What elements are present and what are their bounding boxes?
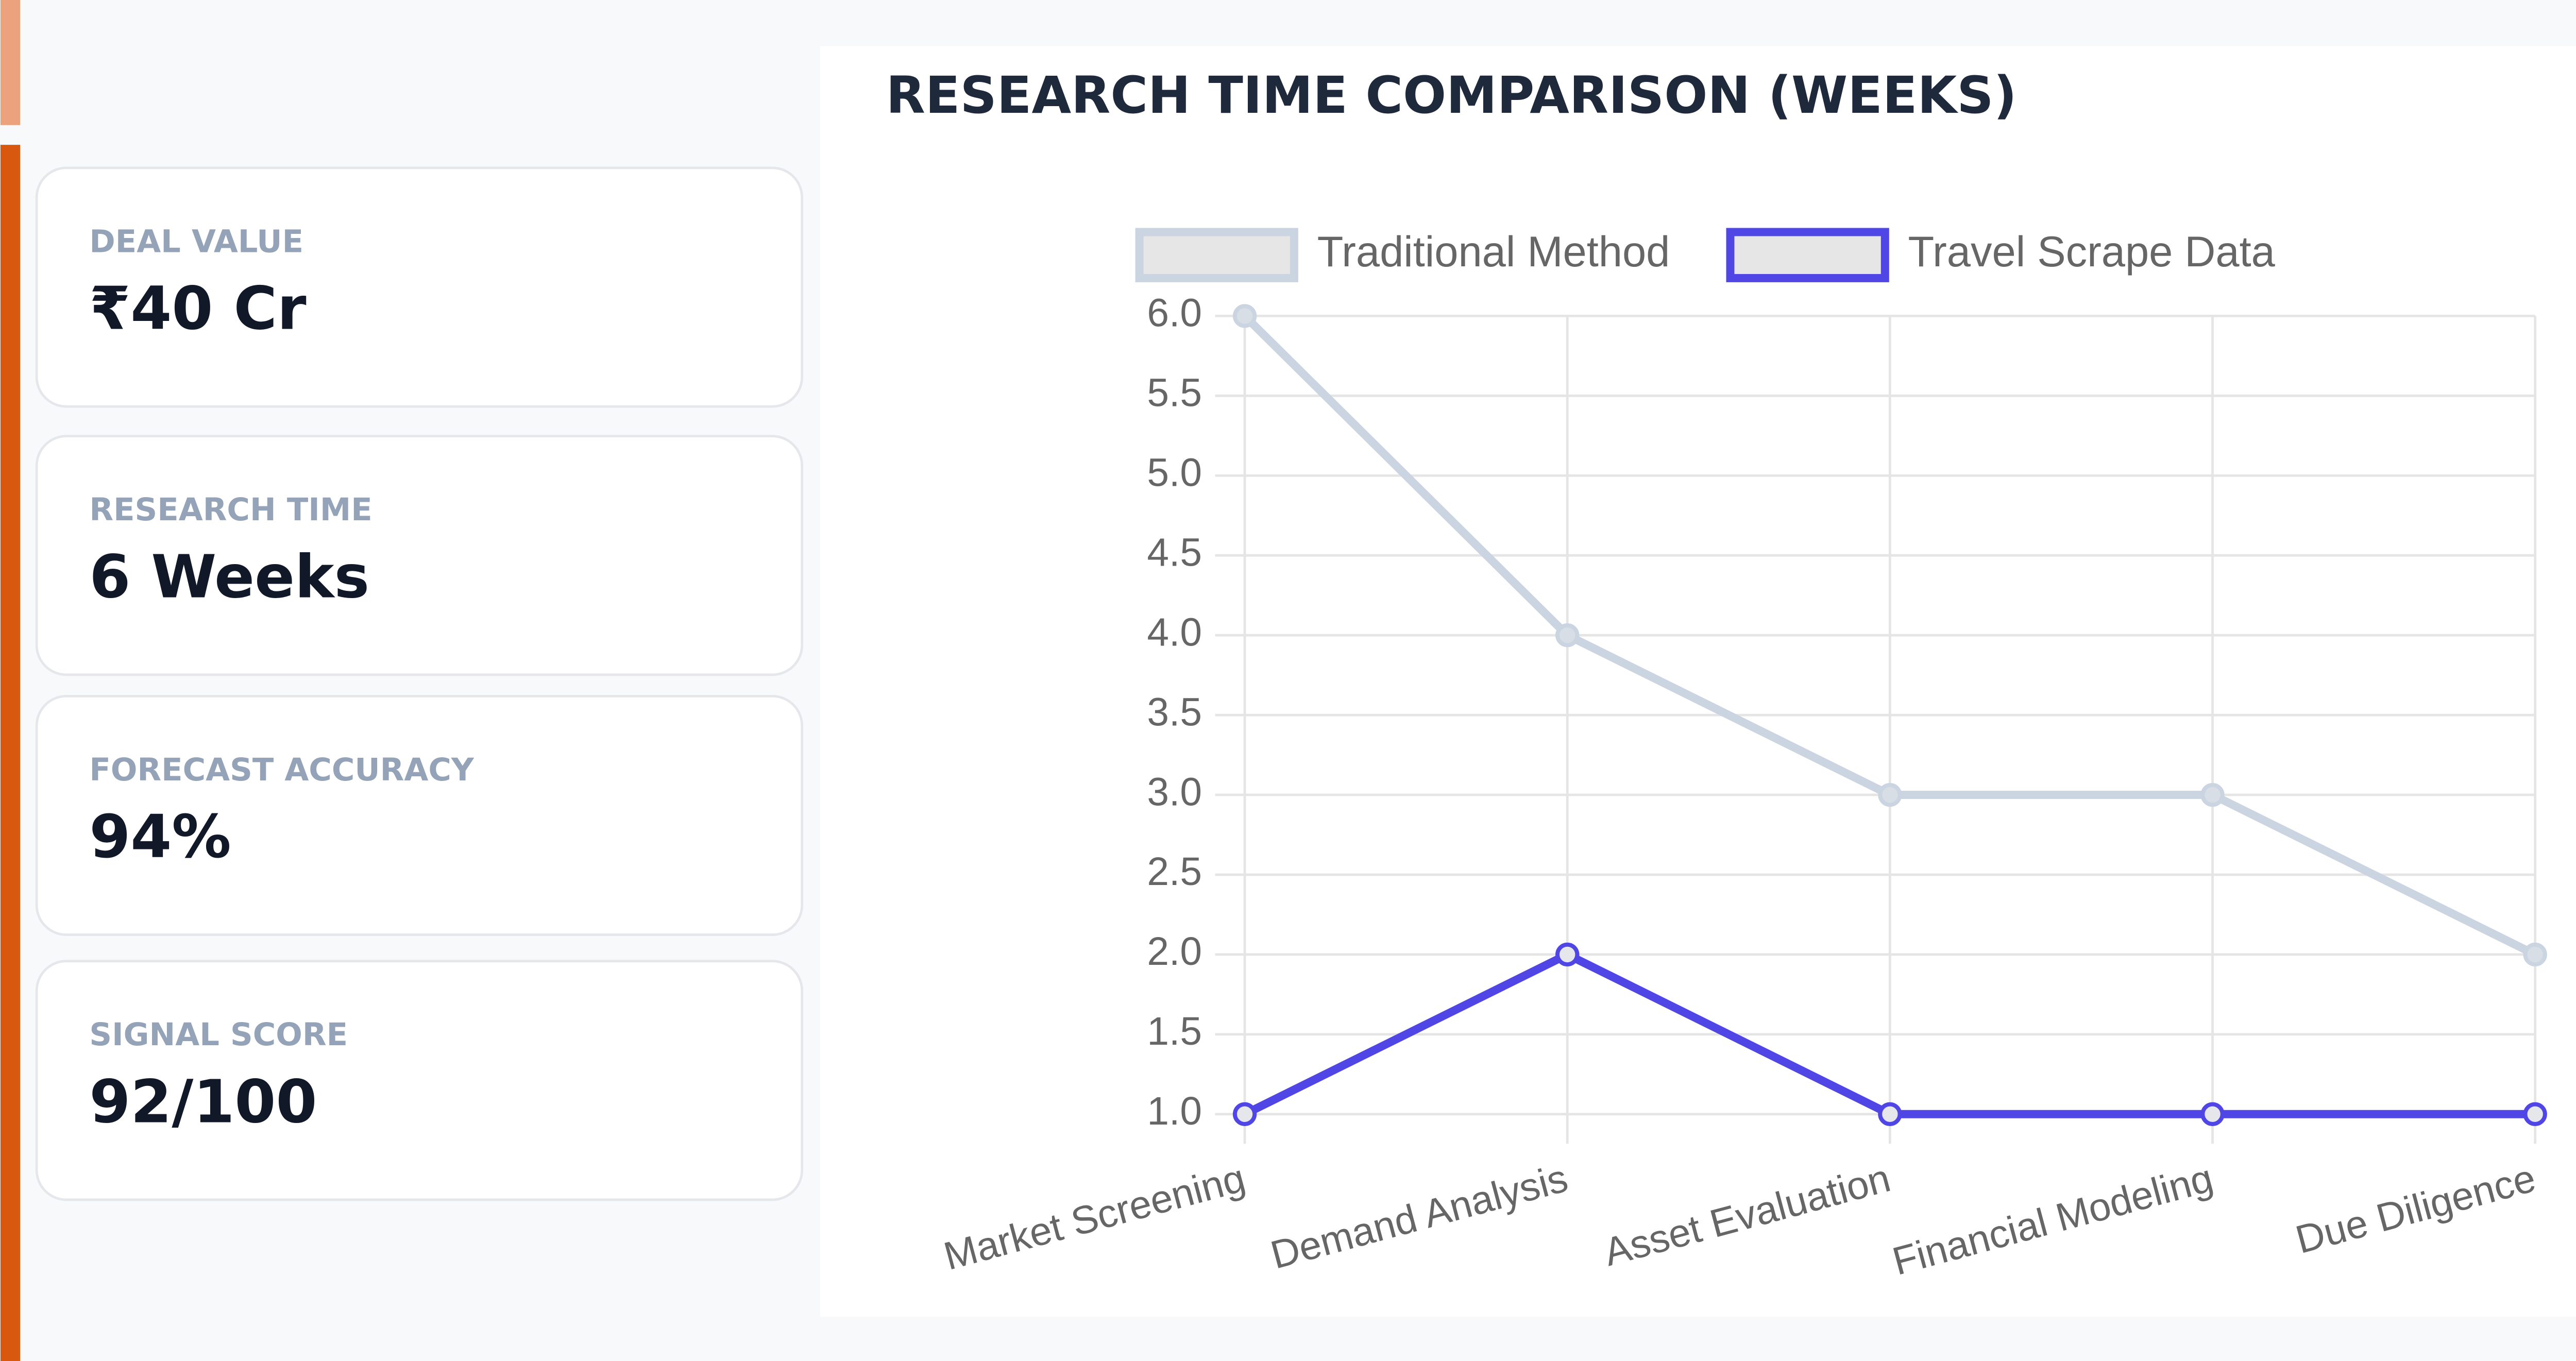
y-tick-label: 4.5 <box>1147 531 1202 574</box>
stat-label: SIGNAL SCORE <box>89 1017 348 1053</box>
y-tick-label: 3.5 <box>1147 690 1202 734</box>
stat-value: 94% <box>89 803 231 872</box>
data-point <box>2523 942 2547 967</box>
y-tick-label: 6.0 <box>1147 292 1202 335</box>
y-tick-label: 5.0 <box>1147 451 1202 495</box>
stat-card <box>35 435 804 676</box>
y-tick-label: 1.0 <box>1147 1090 1202 1133</box>
data-point <box>1555 623 1580 648</box>
stat-label: FORECAST ACCURACY <box>89 752 474 788</box>
data-point <box>1878 1102 1902 1126</box>
stat-card <box>35 694 804 936</box>
y-tick-label: 2.5 <box>1147 850 1202 894</box>
accent-bar <box>0 145 21 1361</box>
y-tick-label: 1.5 <box>1147 1010 1202 1053</box>
stat-value: 92/100 <box>89 1068 317 1137</box>
chart-panel <box>820 46 2576 1317</box>
stat-card <box>35 166 804 408</box>
legend-label: Traditional Method <box>1317 228 1670 276</box>
stat-value: ₹40 Cr <box>89 275 306 344</box>
data-point <box>2200 1102 2225 1126</box>
stat-label: RESEARCH TIME <box>89 492 372 528</box>
legend-label: Travel Scrape Data <box>1908 228 2276 276</box>
y-tick-label: 2.0 <box>1147 930 1202 974</box>
chart-title: RESEARCH TIME COMPARISON (WEEKS) <box>886 66 2017 125</box>
data-point <box>2523 1102 2547 1126</box>
y-tick-label: 3.0 <box>1147 770 1202 814</box>
stat-card <box>35 960 804 1201</box>
legend-swatch <box>1726 228 1889 282</box>
accent-bar <box>0 0 21 125</box>
data-point <box>1555 942 1580 967</box>
legend-swatch <box>1135 228 1298 282</box>
y-tick-label: 4.0 <box>1147 610 1202 654</box>
data-point <box>1232 304 1257 328</box>
stat-label: DEAL VALUE <box>89 224 303 260</box>
y-tick-label: 5.5 <box>1147 371 1202 415</box>
data-point <box>1232 1102 1257 1126</box>
stat-value: 6 Weeks <box>89 542 369 611</box>
data-point <box>2200 782 2225 807</box>
data-point <box>1878 782 1902 807</box>
